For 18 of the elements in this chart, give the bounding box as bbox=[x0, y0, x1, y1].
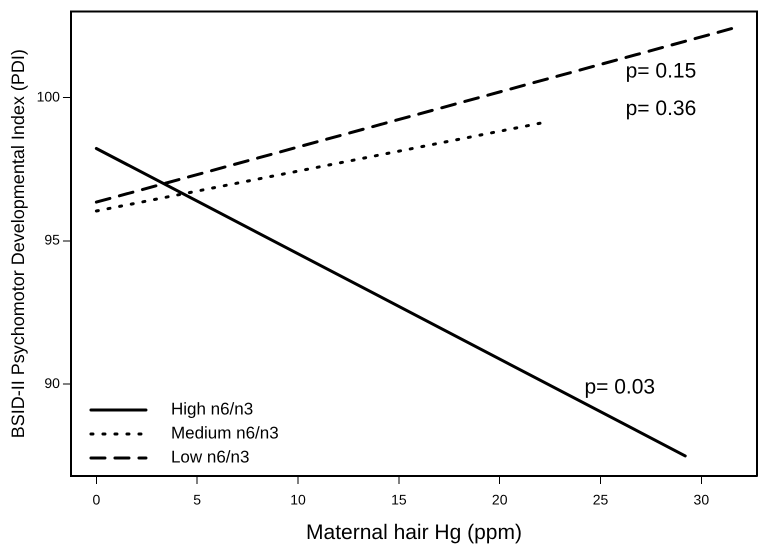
y-tick-label: 95 bbox=[44, 232, 60, 248]
x-tick-label: 5 bbox=[193, 491, 202, 508]
legend-label: Medium n6/n3 bbox=[170, 424, 279, 443]
x-tick-label: 30 bbox=[694, 491, 710, 508]
y-tick-label: 100 bbox=[36, 88, 60, 104]
y-axis-title: BSID-II Psychomotor Developmental Index (PDI) bbox=[8, 49, 28, 438]
annotation: p= 0.03 bbox=[584, 376, 656, 399]
x-tick-label: 15 bbox=[391, 491, 407, 508]
x-tick-label: 0 bbox=[92, 491, 100, 508]
x-tick-label: 10 bbox=[290, 491, 306, 508]
x-axis-title: Maternal hair Hg (ppm) bbox=[306, 521, 522, 544]
x-tick-label: 20 bbox=[492, 491, 508, 508]
x-tick-label: 25 bbox=[592, 491, 609, 508]
annotation: p= 0.36 bbox=[626, 96, 696, 120]
y-tick-label: 90 bbox=[44, 375, 60, 392]
annotation: p= 0.15 bbox=[626, 60, 696, 83]
legend-label: High n6/n3 bbox=[170, 400, 254, 419]
legend-label: Low n6/n3 bbox=[170, 448, 250, 467]
